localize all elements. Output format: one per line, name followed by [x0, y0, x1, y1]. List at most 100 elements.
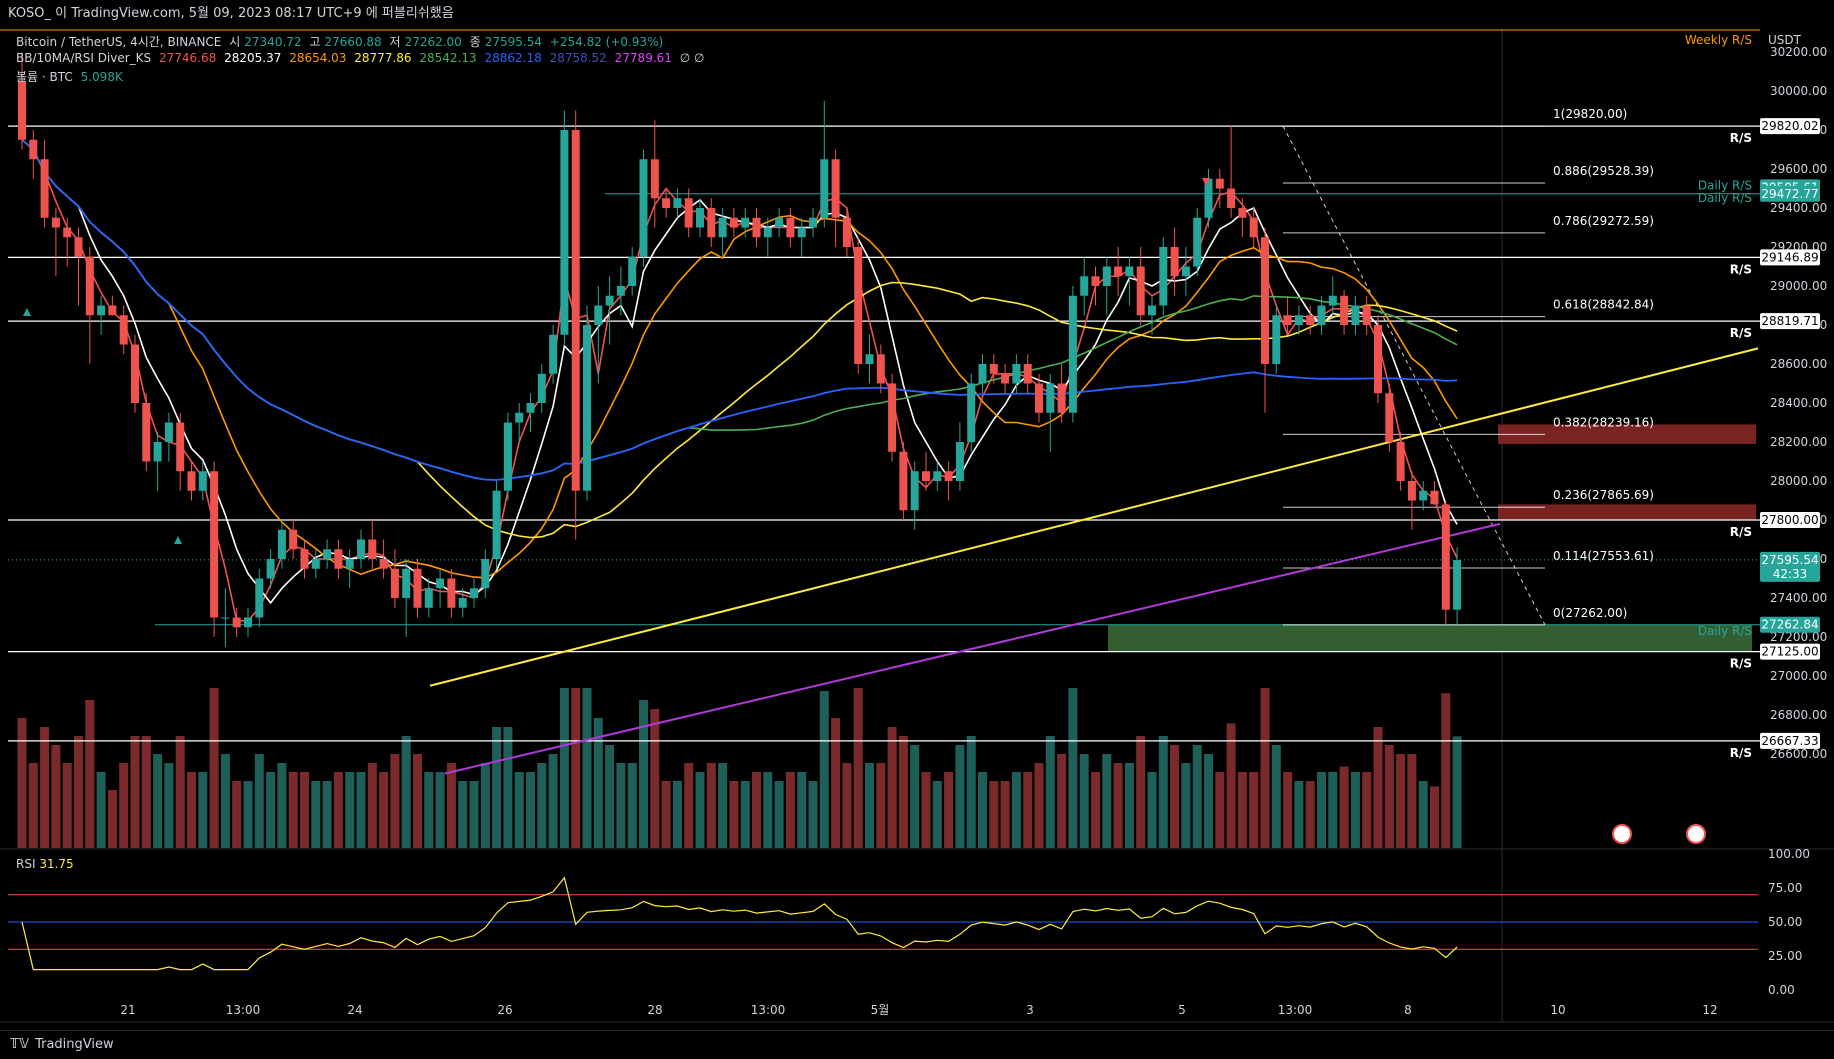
candle [74, 227, 83, 306]
date-axis-tick: 13:00 [226, 1003, 261, 1017]
candle-body [1080, 276, 1089, 296]
candle [729, 208, 738, 238]
candle-body [481, 559, 490, 589]
volume-bar [763, 772, 773, 848]
candle-body [1001, 373, 1010, 384]
rsi-axis-tick: 100.00 [1768, 847, 1810, 861]
price-chart[interactable]: 30200.0030000.0029800.0029600.0029400.00… [0, 0, 1834, 1030]
indicator-value-3: 28654.03 [289, 51, 347, 65]
candle-body [29, 139, 38, 160]
candle-body [583, 325, 591, 491]
volume-bar [503, 727, 513, 848]
symbol-name[interactable]: Bitcoin / TetherUS, 4시간, BINANCE [16, 35, 222, 49]
volume-bar [639, 700, 648, 848]
candle [357, 529, 365, 569]
candle-body [1057, 383, 1066, 413]
candle-body [673, 198, 682, 208]
date-axis-tick: 5 [1178, 1003, 1186, 1017]
candle [865, 334, 874, 384]
candle [266, 549, 275, 589]
volume-bar [311, 781, 321, 848]
tradingview-logo[interactable]: 𝕋𝕍 TradingView [10, 1037, 114, 1052]
candle [1261, 227, 1269, 413]
volume-bar [379, 772, 389, 848]
volume-bar [243, 781, 253, 848]
candle [311, 549, 320, 579]
price-label-text: 29146.89 [1761, 250, 1818, 264]
candle [345, 549, 354, 589]
candle-body [492, 490, 501, 559]
candle [809, 208, 817, 238]
candle [85, 247, 94, 364]
candle [718, 208, 727, 257]
candle-body [1441, 504, 1450, 610]
price-axis-tick: 26800.00 [1770, 708, 1827, 722]
candle-body [1102, 266, 1111, 286]
date-axis-tick: 26 [497, 1003, 512, 1017]
volume-bar [1124, 763, 1134, 848]
candle [1057, 364, 1066, 423]
date-axis-tick: 10 [1550, 1003, 1565, 1017]
volume-bar [989, 781, 999, 848]
candle-body [842, 217, 851, 247]
candle-body [786, 217, 795, 238]
volume-bar [1317, 772, 1326, 848]
indicator-value-7: 28758.52 [549, 51, 607, 65]
volume-bar [808, 781, 818, 848]
volume-bar [1430, 786, 1439, 848]
volume-bar [1136, 736, 1146, 848]
candle [741, 208, 750, 238]
chart-background [0, 28, 1834, 1028]
candle-body [74, 237, 83, 257]
volume-bar [1350, 772, 1360, 848]
volume-bar [718, 763, 728, 848]
candle [1294, 305, 1303, 335]
volume-bar [1226, 723, 1236, 848]
candle-body [944, 471, 953, 481]
volume-bar [209, 688, 219, 848]
candle-body [51, 217, 60, 228]
volume-bar [853, 688, 863, 848]
candle-body [300, 549, 309, 569]
tradingview-logo-icon: 𝕋𝕍 [10, 1037, 30, 1052]
volume-bar [1079, 754, 1089, 848]
ma-orange-line [21, 139, 1458, 579]
volume-bar [514, 772, 524, 848]
volume-bar [424, 772, 434, 848]
candle-body [933, 471, 942, 481]
price-label-box [1760, 249, 1820, 266]
volume-bar [74, 736, 83, 848]
volume-bar [559, 688, 569, 848]
candle-body [1385, 393, 1394, 442]
candle-body [1193, 217, 1202, 267]
low-value: 27262.00 [404, 35, 462, 49]
candle-body [616, 286, 625, 296]
volume-bar [232, 781, 242, 848]
date-axis-tick: 12 [1702, 1003, 1717, 1017]
rsi-legend: RSI 31.75 [16, 857, 74, 871]
high-value: 27660.88 [324, 35, 382, 49]
candle [323, 539, 332, 569]
daily-rs-label-2: Daily R/S [1698, 191, 1752, 205]
candle [628, 247, 637, 296]
indicator-name[interactable]: BB/10MA/RSI Diver_KS [16, 51, 152, 65]
volume-label[interactable]: 볼륨 · BTC [16, 70, 73, 84]
candle [752, 208, 761, 247]
volume-bar [831, 718, 841, 848]
volume-bar [187, 772, 196, 848]
candle-body [1407, 481, 1416, 501]
candle [786, 208, 795, 247]
candle [131, 334, 139, 413]
daily-rs-label-1: Daily R/S [1698, 179, 1752, 193]
fib-level-label: 0.786(29272.59) [1553, 214, 1654, 228]
candle-body [955, 442, 964, 481]
rsi-label[interactable]: RSI [16, 857, 36, 871]
candle [1340, 289, 1349, 335]
volume-bar [1147, 772, 1157, 848]
candle [583, 305, 591, 501]
volume-bar [164, 763, 174, 848]
candle-body [1430, 490, 1439, 505]
volume-bar [175, 736, 185, 848]
volume-bar [458, 781, 468, 848]
candle [1102, 256, 1111, 316]
